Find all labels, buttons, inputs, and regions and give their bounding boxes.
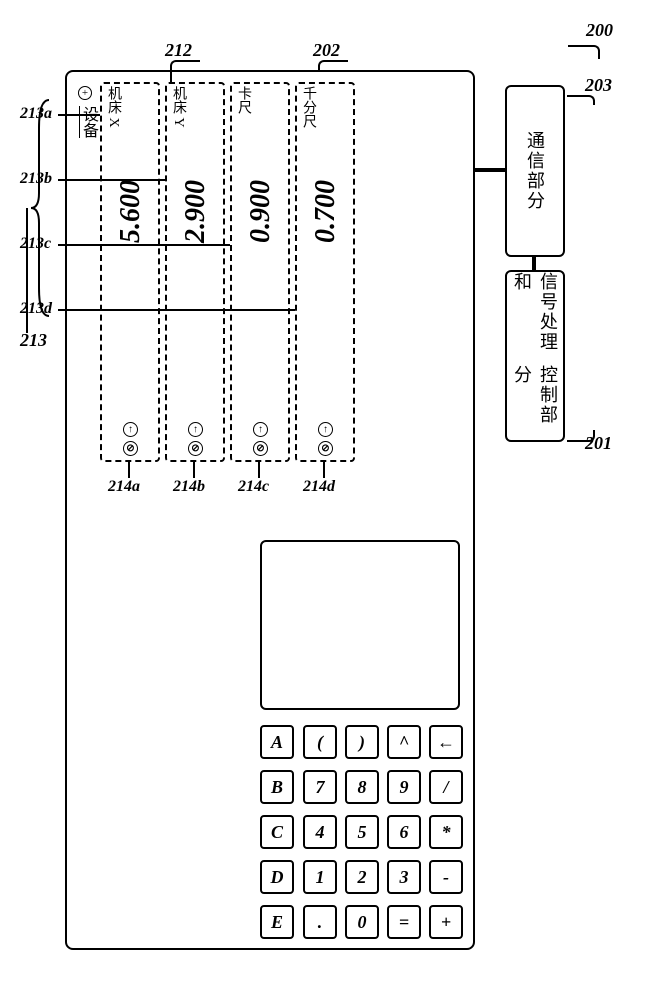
- key-sub: -: [429, 860, 463, 894]
- device-row-c: [230, 82, 290, 462]
- ref-202: 202: [313, 40, 340, 61]
- comm-box: 通信部分: [505, 85, 565, 257]
- ref-213: 213: [20, 330, 47, 351]
- key-3: 3: [387, 860, 421, 894]
- brace-213: [29, 98, 55, 318]
- key-B: B: [260, 770, 294, 804]
- key-caret: ^: [387, 725, 421, 759]
- key-lparen: (: [303, 725, 337, 759]
- leader-202: [318, 60, 348, 72]
- key-div: /: [429, 770, 463, 804]
- up-icon-b: ↑: [188, 422, 203, 437]
- comm-label: 通信部分: [522, 131, 548, 211]
- device-row-b: [165, 82, 225, 462]
- up-icon-c: ↑: [253, 422, 268, 437]
- key-back: ←: [429, 725, 463, 759]
- leader-203: [567, 95, 595, 105]
- sigctl-l2: 控制部分: [509, 365, 561, 440]
- key-A: A: [260, 725, 294, 759]
- calc-display: [260, 540, 460, 710]
- device-row-a: [100, 82, 160, 462]
- ref-212: 212: [165, 40, 192, 61]
- sigctl-l1: 信号处理和: [509, 272, 561, 365]
- leader-213b: [58, 179, 165, 181]
- ref-200: 200: [586, 20, 613, 41]
- sigctl-box: 信号处理和 控制部分: [505, 270, 565, 442]
- cancel-icon-a: ⊘: [123, 441, 138, 456]
- key-7: 7: [303, 770, 337, 804]
- key-2: 2: [345, 860, 379, 894]
- key-C: C: [260, 815, 294, 849]
- device-value-b: 2.900: [180, 180, 212, 243]
- cancel-icon-b: ⊘: [188, 441, 203, 456]
- patent-figure: 200 202 212 通信部分 203 信号处理和 控制部分 2 01 + 设备…: [20, 20, 630, 980]
- key-rparen: ): [345, 725, 379, 759]
- device-name-a: 机床 X: [103, 86, 123, 128]
- key-dot: .: [303, 905, 337, 939]
- device-value-a: 5.600: [115, 180, 147, 243]
- key-1: 1: [303, 860, 337, 894]
- ref-214b: 214b: [173, 478, 205, 496]
- devices-header: 设备: [76, 106, 100, 138]
- leader-201: [567, 430, 595, 442]
- key-D: D: [260, 860, 294, 894]
- device-name-c: 卡尺: [233, 86, 253, 114]
- leader-214a: [128, 462, 130, 478]
- leader-212: [170, 60, 200, 82]
- key-8: 8: [345, 770, 379, 804]
- key-mul: *: [429, 815, 463, 849]
- ref-214a: 214a: [108, 478, 140, 496]
- key-add: +: [429, 905, 463, 939]
- key-eq: =: [387, 905, 421, 939]
- key-0: 0: [345, 905, 379, 939]
- device-name-d: 千分尺: [298, 86, 318, 128]
- key-5: 5: [345, 815, 379, 849]
- device-row-d: [295, 82, 355, 462]
- leader-213a: [58, 114, 100, 116]
- device-value-d: 0.700: [310, 180, 342, 243]
- add-device-icon: +: [78, 86, 92, 100]
- leader-214d: [323, 462, 325, 478]
- leader-213c: [58, 244, 230, 246]
- leader-213d: [58, 309, 295, 311]
- brace-stem: [26, 208, 28, 333]
- ref-203: 203: [585, 75, 612, 96]
- device-value-c: 0.900: [245, 180, 277, 243]
- leader-200: [568, 45, 600, 59]
- device-name-b: 机床 Y: [168, 86, 188, 128]
- up-icon-d: ↑: [318, 422, 333, 437]
- cancel-icon-c: ⊘: [253, 441, 268, 456]
- key-9: 9: [387, 770, 421, 804]
- ref-214d: 214d: [303, 478, 335, 496]
- leader-214b: [193, 462, 195, 478]
- key-6: 6: [387, 815, 421, 849]
- key-E: E: [260, 905, 294, 939]
- ref-214c: 214c: [238, 478, 269, 496]
- cancel-icon-d: ⊘: [318, 441, 333, 456]
- connector-203-201: [532, 257, 536, 270]
- up-icon-a: ↑: [123, 422, 138, 437]
- connector-203: [475, 168, 505, 172]
- leader-214c: [258, 462, 260, 478]
- key-4: 4: [303, 815, 337, 849]
